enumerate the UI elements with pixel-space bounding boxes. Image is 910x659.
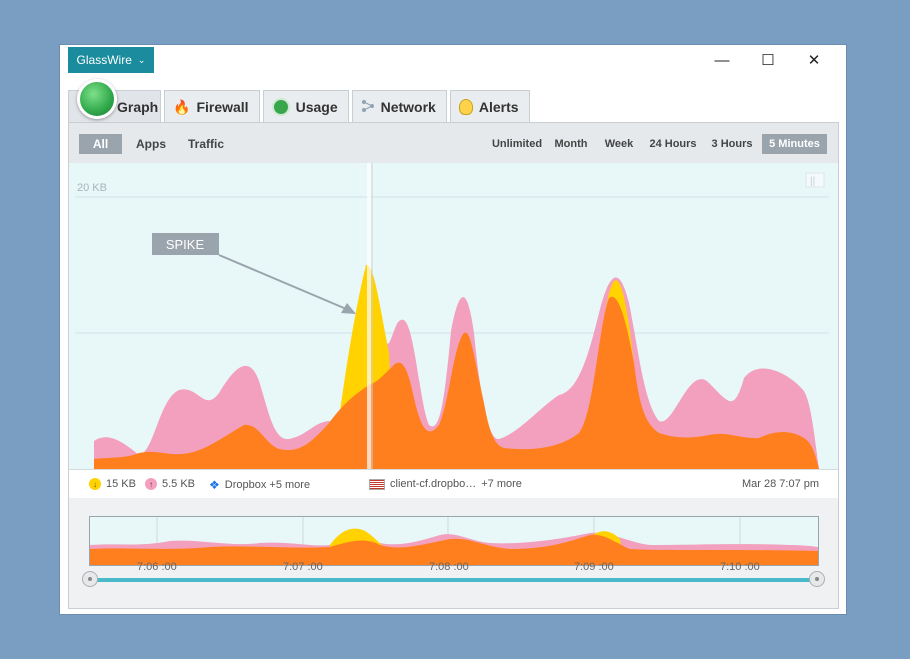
range-24h-button[interactable]: 24 Hours [649,138,697,150]
filter-traffic-button[interactable]: Traffic [187,137,224,151]
tick-label-4: 7:10 :00 [720,561,760,573]
graph-legend: ↓ 15 KB ↑ 5.5 KB ❖ Dropbox +5 more clien… [69,469,838,499]
app-value: Dropbox +5 more [224,479,311,491]
network-icon [361,99,375,116]
scale-label: 20 KB [77,182,107,194]
upload-value: 5.5 KB [162,478,196,490]
download-value: 15 KB [106,478,136,490]
tab-usage-label: Usage [295,99,338,115]
glasswire-logo-icon [77,79,117,119]
graph-toolbar: All Apps Traffic Unlimited Month Week 24… [69,123,838,164]
tab-firewall[interactable]: 🔥 Firewall [164,90,260,123]
timestamp-value: Mar 28 7:07 pm [742,478,820,490]
tab-alerts[interactable]: Alerts [449,90,530,123]
tick-label-0: 7:06 :00 [137,561,177,573]
legend-timestamp: Mar 28 7:07 pm [742,478,819,490]
tab-network-label: Network [380,99,436,115]
host-value: client-cf.dropbo… [390,478,477,490]
spike-arrow-head [341,303,356,314]
app-menu-button[interactable]: GlassWire ⌄ [68,47,154,73]
pause-button[interactable] [805,172,825,188]
main-tabs: Graph 🔥 Firewall Usage Network Alerts [68,79,530,124]
mini-graph-svg [90,517,818,565]
tab-alerts-label: Alerts [478,99,519,115]
timeline-range-track[interactable] [91,578,817,582]
timeline-navigator[interactable]: 7:06 :00 7:07 :00 7:08 :00 7:09 :00 7:10… [69,498,838,608]
chevron-down-icon: ⌄ [137,54,146,65]
timeline-left-handle[interactable] [82,571,98,587]
spike-annotation-box [152,233,219,255]
range-5min-button[interactable]: 5 Minutes [762,134,827,154]
dropbox-icon: ❖ [209,478,220,492]
tab-network[interactable]: Network [351,90,447,123]
range-3h-button[interactable]: 3 Hours [711,138,753,150]
legend-download: ↓ 15 KB [89,478,136,490]
timeline-right-handle[interactable] [809,571,825,587]
timeline-mini-graph[interactable] [89,516,819,566]
tab-firewall-label: Firewall [196,99,249,115]
traffic-graph-svg: 20 KB || SPIKE [75,163,829,469]
tab-usage[interactable]: Usage [262,90,349,123]
download-arrow-icon: ↓ [89,478,101,490]
maximize-button[interactable]: ☐ [761,52,775,69]
pie-icon [271,98,290,116]
traffic-graph[interactable]: 20 KB || SPIKE [69,163,838,469]
minimize-button[interactable]: — [714,52,730,69]
close-button[interactable]: ✕ [807,52,821,69]
host-more: +7 more [481,478,522,490]
flame-icon: 🔥 [173,98,191,115]
bulb-icon [458,99,473,115]
legend-app[interactable]: ❖ Dropbox +5 more [209,478,310,492]
range-month-button[interactable]: Month [554,138,588,150]
filter-all-button[interactable]: All [79,134,122,154]
tick-label-1: 7:07 :00 [283,561,323,573]
tick-label-2: 7:08 :00 [429,561,469,573]
spike-arrow-line [218,254,352,312]
total-area [94,296,819,469]
upload-arrow-icon: ↑ [145,478,157,490]
range-week-button[interactable]: Week [604,138,634,150]
mini-total-area [90,534,818,565]
tab-graph[interactable]: Graph [68,79,161,123]
legend-host[interactable]: client-cf.dropbo… +7 more [369,478,522,490]
range-unlimited-button[interactable]: Unlimited [491,138,543,150]
us-flag-icon [369,478,385,490]
tick-label-3: 7:09 :00 [574,561,614,573]
tab-graph-label: Graph [117,99,159,115]
app-window: GlassWire ⌄ — ☐ ✕ Graph 🔥 Firewall Usage… [60,45,846,614]
app-menu-label: GlassWire [76,53,132,67]
filter-apps-button[interactable]: Apps [136,137,166,151]
legend-upload: ↑ 5.5 KB [145,478,195,490]
pause-icon: || [810,176,815,187]
graph-panel: All Apps Traffic Unlimited Month Week 24… [68,122,839,609]
spike-annotation-label: SPIKE [166,237,205,252]
